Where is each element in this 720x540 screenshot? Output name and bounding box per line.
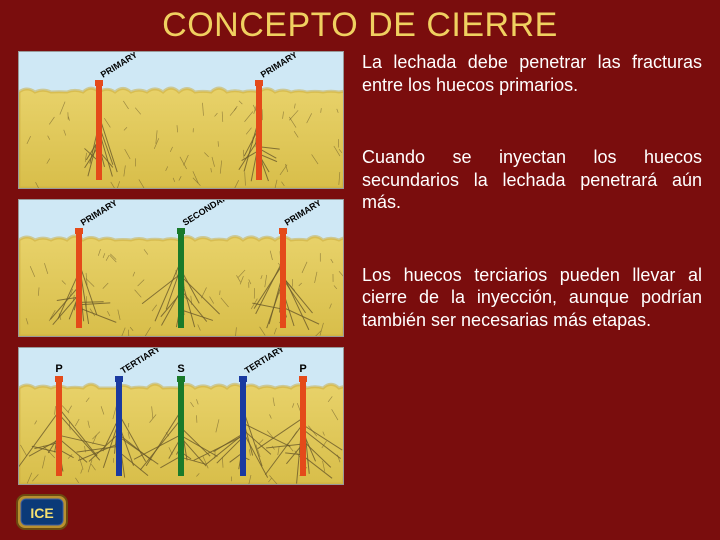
svg-text:P: P (55, 363, 62, 375)
diagram-column: PRIMARYPRIMARY PRIMARYSECONDARYPRIMARY P… (18, 51, 348, 485)
paragraph-2: Cuando se inyectan los huecos secundario… (362, 146, 702, 214)
paragraph-1: La lechada debe penetrar las fracturas e… (362, 51, 702, 96)
svg-text:P: P (299, 363, 306, 375)
logo-text: ICE (30, 505, 53, 521)
text-column: La lechada debe penetrar las fracturas e… (348, 51, 702, 485)
page-title: CONCEPTO DE CIERRE (0, 0, 720, 51)
paragraph-3: Los huecos terciarios pueden llevar al c… (362, 264, 702, 332)
diagram-panel-secondary: PRIMARYSECONDARYPRIMARY (18, 199, 344, 337)
ice-logo: ICE (16, 494, 68, 530)
svg-text:S: S (177, 363, 184, 375)
diagram-panel-tertiary: PTERTIARYSTERTIARYP (18, 347, 344, 485)
main-content: PRIMARYPRIMARY PRIMARYSECONDARYPRIMARY P… (0, 51, 720, 485)
diagram-panel-primary: PRIMARYPRIMARY (18, 51, 344, 189)
